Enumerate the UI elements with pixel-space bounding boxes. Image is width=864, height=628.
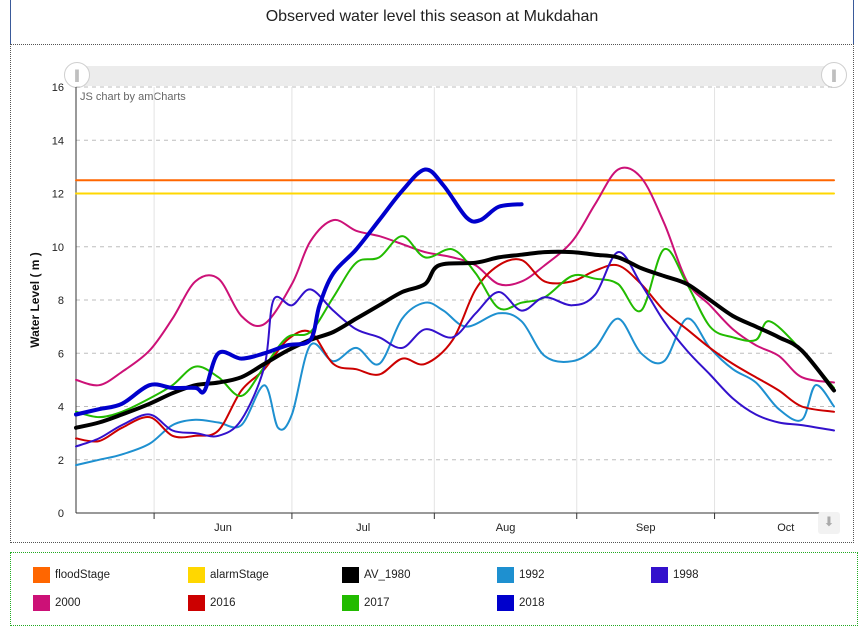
- legend: floodStage alarmStage AV_1980 1992 1998 2000 2…: [10, 552, 858, 626]
- x-tick-label: Aug: [496, 522, 516, 534]
- scrollbar-right-grip-icon[interactable]: ‖: [821, 62, 847, 88]
- series-line-2017: [75, 235, 835, 419]
- chart-area: [10, 44, 854, 543]
- y-axis-label: Water Level ( m ): [28, 252, 42, 348]
- y-tick-label: 0: [58, 508, 64, 520]
- legend-swatch: [342, 567, 359, 583]
- y-tick-label: 16: [52, 82, 64, 94]
- x-tick-label: Jun: [214, 522, 232, 534]
- y-tick-label: 14: [52, 135, 64, 147]
- legend-item-alarmstage[interactable]: alarmStage: [188, 567, 269, 583]
- series-line-2000: [75, 166, 835, 387]
- legend-label: 2016: [210, 597, 236, 609]
- series-line-av-1980: [74, 249, 836, 430]
- y-tick-label: 6: [58, 348, 64, 360]
- series-line-1998: [75, 251, 835, 448]
- legend-swatch: [188, 595, 205, 611]
- legend-label: AV_1980: [364, 569, 411, 581]
- legend-item-2018[interactable]: 2018: [497, 595, 545, 611]
- legend-item-av-1980[interactable]: AV_1980: [342, 567, 410, 583]
- chart-title: Observed water level this season at Mukd…: [265, 8, 599, 25]
- chart-scrollbar[interactable]: [75, 66, 835, 86]
- x-tick-label: Sep: [636, 522, 656, 534]
- chart-frame-top: [10, 0, 854, 44]
- legend-item-floodstage[interactable]: floodStage: [33, 567, 110, 583]
- legend-swatch: [188, 567, 205, 583]
- legend-swatch: [342, 595, 359, 611]
- series-line-2018: [74, 167, 524, 417]
- legend-item-2016[interactable]: 2016: [188, 595, 236, 611]
- y-tick-label: 10: [52, 242, 64, 254]
- download-icon[interactable]: ⬇: [818, 512, 840, 534]
- legend-item-2000[interactable]: 2000: [33, 595, 81, 611]
- legend-label: 2017: [364, 597, 390, 609]
- x-tick-label: Jul: [356, 522, 370, 534]
- y-tick-label: 8: [58, 295, 64, 307]
- legend-item-1998[interactable]: 1998: [651, 567, 699, 583]
- legend-label: floodStage: [55, 569, 110, 581]
- y-tick-label: 4: [58, 402, 64, 414]
- series-line-1992: [75, 301, 835, 467]
- legend-item-1992[interactable]: 1992: [497, 567, 545, 583]
- legend-item-2017[interactable]: 2017: [342, 595, 390, 611]
- legend-label: 1992: [519, 569, 545, 581]
- x-tick-label: Oct: [777, 522, 794, 534]
- y-tick-label: 2: [58, 455, 64, 467]
- legend-label: 2018: [519, 597, 545, 609]
- legend-swatch: [497, 567, 514, 583]
- series-line-2016: [75, 258, 835, 443]
- legend-swatch: [497, 595, 514, 611]
- legend-label: 2000: [55, 597, 81, 609]
- legend-swatch: [33, 595, 50, 611]
- legend-swatch: [33, 567, 50, 583]
- y-tick-label: 12: [52, 189, 64, 201]
- legend-swatch: [651, 567, 668, 583]
- scrollbar-left-grip-icon[interactable]: ‖: [64, 62, 90, 88]
- chart-credit[interactable]: JS chart by amCharts: [80, 91, 186, 103]
- legend-label: 1998: [673, 569, 699, 581]
- legend-label: alarmStage: [210, 569, 269, 581]
